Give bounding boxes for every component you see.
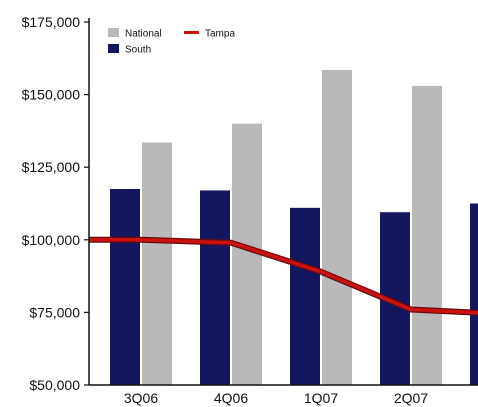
bar-south-3q06 [110,188,140,385]
legend-label: Tampa [205,29,235,40]
bar-national-2q07 [412,85,442,385]
legend-swatch [108,28,119,37]
axis-layer: $175,000 $150,000 $125,000 $100,000 $75,000 $… [22,14,478,406]
legend: National Tampa South [108,28,235,56]
legend-swatch [184,31,199,34]
x-tick-label: 2Q07 [394,390,428,406]
x-tick-label: 4Q06 [214,390,248,406]
bar-south-3q07 [470,203,478,385]
y-tick-label: $125,000 [22,159,81,175]
legend-item-south: South [108,44,151,56]
bar-south-4q06 [200,190,230,385]
line-layer [89,236,478,317]
legend-item-tampa: Tampa [184,29,235,40]
bars-layer [110,69,478,385]
bar-south-1q07 [290,207,320,385]
x-tick-label: 1Q07 [304,390,338,406]
legend-swatch [108,44,119,53]
y-tick-label: $175,000 [22,14,81,30]
y-tick-label: $100,000 [22,232,81,248]
bar-national-1q07 [322,69,352,385]
y-tick-label: $75,000 [29,304,80,320]
bar-national-4q06 [232,123,262,385]
legend-label: South [125,45,151,56]
legend-item-national: National [108,28,162,40]
bar-national-3q06 [142,142,172,385]
y-tick-label: $150,000 [22,87,81,103]
legend-label: National [125,29,162,40]
y-tick-label: $50,000 [29,377,80,393]
x-tick-label: 3Q06 [124,390,158,406]
